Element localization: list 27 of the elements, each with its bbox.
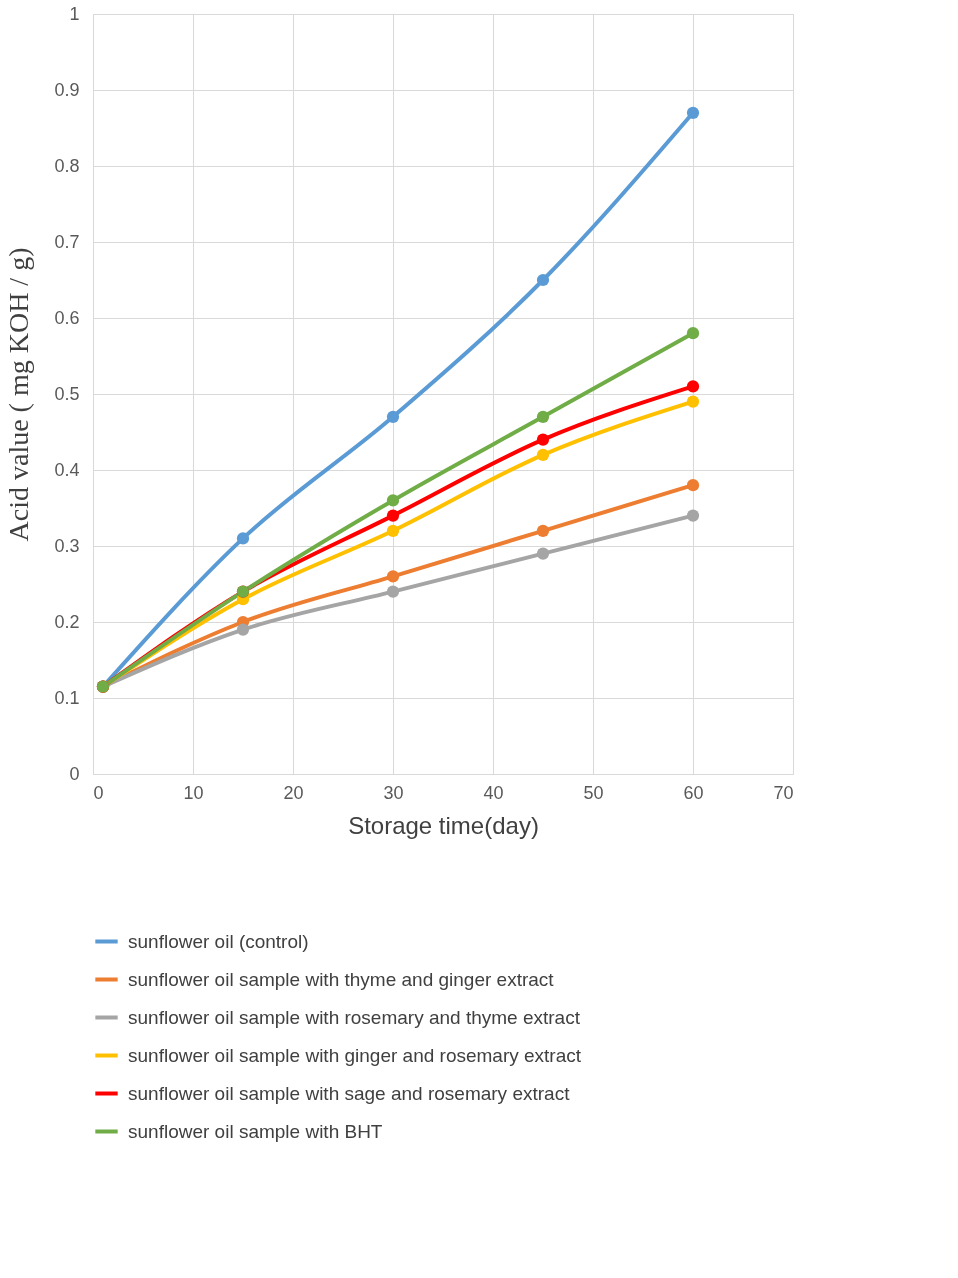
x-tick-label: 60 (683, 782, 704, 803)
legend-label: sunflower oil sample with BHT (128, 1120, 383, 1142)
legend-label: sunflower oil sample with sage and rosemary extract (128, 1082, 571, 1104)
y-tick-label: 0.9 (54, 79, 80, 100)
x-tick-label: 70 (773, 782, 794, 803)
y-tick-label: 0.3 (54, 535, 80, 556)
x-tick-label: 40 (483, 782, 504, 803)
x-tick-label: 0 (93, 782, 104, 803)
x-tick-label: 50 (583, 782, 604, 803)
legend-label: sunflower oil sample with thyme and ginger extract (128, 968, 555, 990)
y-tick-label: 0.2 (54, 611, 80, 632)
y-tick-label: 0.7 (54, 231, 80, 252)
y-tick-label: 0 (69, 763, 80, 784)
y-tick-label: 0.6 (54, 307, 80, 328)
legend-label: sunflower oil sample with rosemary and thyme extract (128, 1006, 581, 1028)
y-tick-label: 0.8 (54, 155, 80, 176)
x-tick-label: 30 (383, 782, 404, 803)
x-tick-label: 20 (283, 782, 304, 803)
x-axis-title: Storage time(day) (348, 811, 539, 839)
y-tick-label: 1 (69, 3, 80, 24)
legend-label: sunflower oil (control) (128, 930, 309, 952)
y-tick-label: 0.1 (54, 687, 80, 708)
y-axis-title: Acid value ( mg KOH / g) (3, 247, 35, 542)
y-tick-label: 0.5 (54, 383, 80, 404)
legend-label: sunflower oil sample with ginger and rosemary extract (128, 1044, 582, 1066)
y-tick-label: 0.4 (54, 459, 80, 480)
x-tick-label: 10 (183, 782, 204, 803)
